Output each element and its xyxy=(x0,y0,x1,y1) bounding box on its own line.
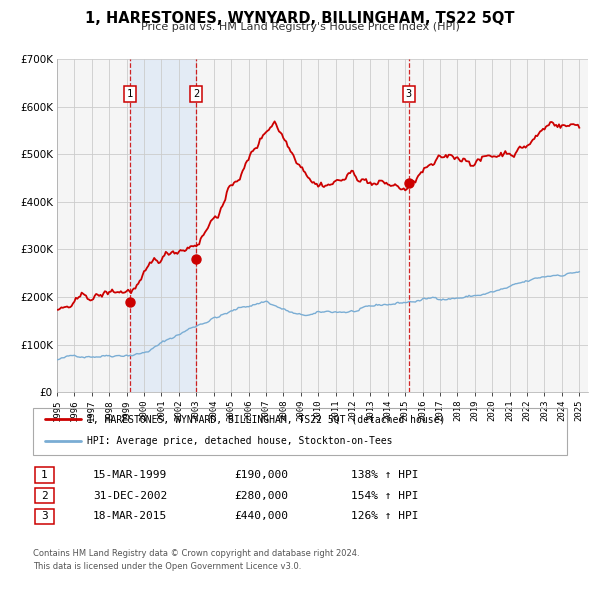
Text: 18-MAR-2015: 18-MAR-2015 xyxy=(93,512,167,521)
Text: £440,000: £440,000 xyxy=(234,512,288,521)
Text: HPI: Average price, detached house, Stockton-on-Tees: HPI: Average price, detached house, Stoc… xyxy=(87,437,392,446)
Text: 138% ↑ HPI: 138% ↑ HPI xyxy=(351,470,419,480)
Text: Contains HM Land Registry data © Crown copyright and database right 2024.: Contains HM Land Registry data © Crown c… xyxy=(33,549,359,558)
Text: This data is licensed under the Open Government Licence v3.0.: This data is licensed under the Open Gov… xyxy=(33,562,301,571)
Text: 2: 2 xyxy=(41,491,48,500)
Text: 31-DEC-2002: 31-DEC-2002 xyxy=(93,491,167,500)
Text: £280,000: £280,000 xyxy=(234,491,288,500)
Text: 126% ↑ HPI: 126% ↑ HPI xyxy=(351,512,419,521)
Text: 1, HARESTONES, WYNYARD, BILLINGHAM, TS22 5QT: 1, HARESTONES, WYNYARD, BILLINGHAM, TS22… xyxy=(85,11,515,25)
Text: Price paid vs. HM Land Registry's House Price Index (HPI): Price paid vs. HM Land Registry's House … xyxy=(140,22,460,32)
Text: 15-MAR-1999: 15-MAR-1999 xyxy=(93,470,167,480)
Text: £190,000: £190,000 xyxy=(234,470,288,480)
Bar xyxy=(130,59,196,392)
Text: 154% ↑ HPI: 154% ↑ HPI xyxy=(351,491,419,500)
Text: 1: 1 xyxy=(127,89,133,99)
Text: 3: 3 xyxy=(406,89,412,99)
Text: 1: 1 xyxy=(41,470,48,480)
Text: 2: 2 xyxy=(193,89,199,99)
Text: 1, HARESTONES, WYNYARD, BILLINGHAM, TS22 5QT (detached house): 1, HARESTONES, WYNYARD, BILLINGHAM, TS22… xyxy=(87,415,445,424)
Text: 3: 3 xyxy=(41,512,48,521)
